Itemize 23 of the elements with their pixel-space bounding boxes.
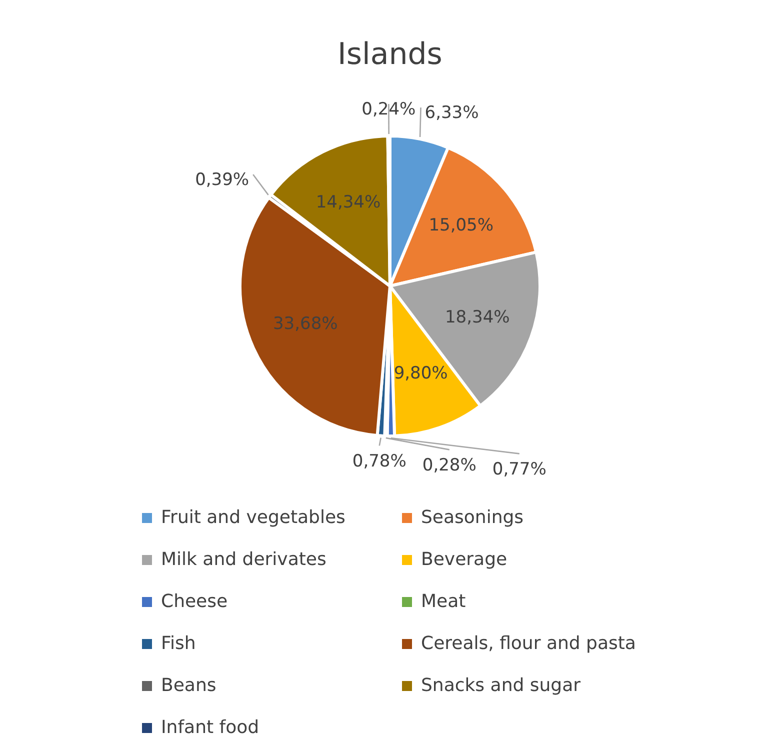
data-label: 18,34% (444, 307, 510, 328)
legend-label: Fish (161, 632, 196, 654)
data-label: 6,33% (424, 103, 479, 124)
legend-label: Cereals, flour and pasta (421, 632, 636, 654)
legend-label: Fruit and vegetables (161, 506, 346, 528)
legend-label: Beans (161, 674, 216, 696)
legend-label: Snacks and sugar (421, 674, 582, 696)
data-label: 0,24% (362, 100, 416, 120)
data-label: 33,68% (272, 314, 338, 334)
data-label: 0,39% (195, 170, 250, 190)
legend-label: Cheese (161, 590, 228, 612)
chart-title: Islands (338, 37, 442, 72)
legend-label: Infant food (161, 716, 260, 738)
data-label: 0,78% (352, 451, 406, 472)
data-label: 0,77% (492, 459, 546, 480)
data-label: 9,80% (394, 363, 448, 384)
legend-label: Seasonings (421, 506, 524, 528)
legend-label: Meat (421, 590, 466, 612)
data-label: 15,05% (428, 216, 494, 236)
data-label: 14,34% (316, 192, 381, 213)
data-label: 0,28% (422, 455, 476, 476)
legend-label: Milk and derivates (161, 548, 326, 570)
legend-label: Beverage (421, 548, 508, 570)
